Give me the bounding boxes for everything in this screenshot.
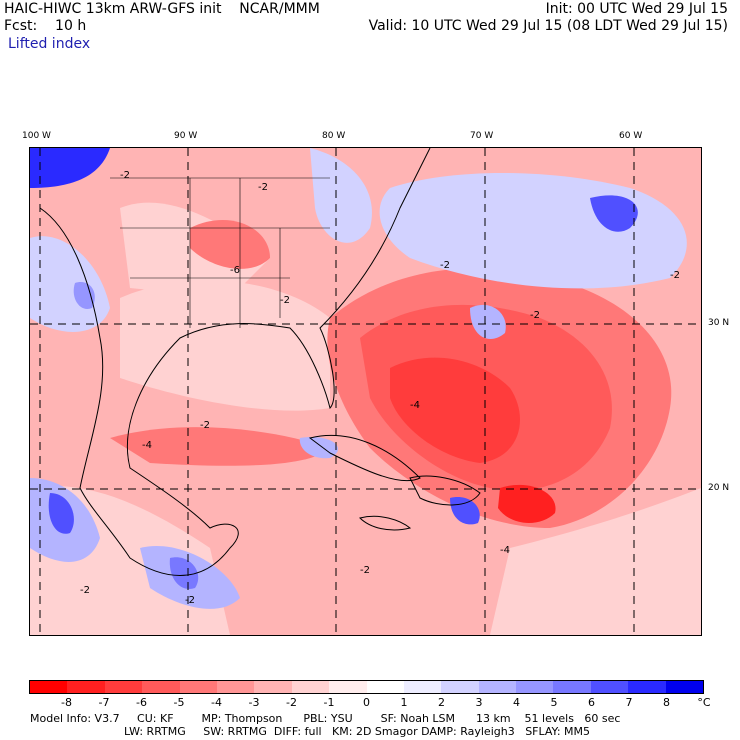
colorbar-tick-label: -7 [98,696,110,709]
contour-label: -2 [80,585,90,596]
colorbar-tick-label: 6 [588,696,595,709]
colorbar [29,680,704,694]
model-info-line1: Model Info: V3.7 CU: KF MP: Thompson PBL… [30,712,621,725]
contour-label: -2 [185,595,195,606]
colorbar-tick-label: 0 [363,696,370,709]
colorbar-tick-label: 7 [625,696,633,709]
colorbar-swatch [67,681,105,693]
colorbar-swatch [179,681,217,693]
field-name: Lifted index [8,36,91,52]
colorbar-swatch [142,681,180,693]
colorbar-tick-label: 3 [475,696,483,709]
valid-time: Valid: 10 UTC Wed 29 Jul 15 (08 LDT Wed … [368,18,728,34]
negative-lifted-index-core [110,219,672,528]
contour-label: -6 [230,265,240,276]
colorbar-tick-label: 2 [438,696,445,709]
colorbar-unit: °C [697,696,711,709]
colorbar-swatch [403,681,442,693]
init-time: Init: 00 UTC Wed 29 Jul 15 [545,1,728,17]
model-title: HAIC-HIWC 13km ARW-GFS init NCAR/MMM [4,1,320,17]
colorbar-tick-label: -6 [136,696,147,709]
contour-label: -2 [120,170,130,181]
contour-label: -2 [440,260,450,271]
colorbar-tick-label: 8 [663,696,670,709]
lat-label-30n: 30 N [708,318,730,328]
colorbar-tick-label: -8 [61,696,72,709]
colorbar-swatch [254,681,292,693]
colorbar-swatch [441,681,479,693]
political-borders [110,177,330,328]
colorbar-swatch [665,681,704,693]
lat-label-20n: 20 N [708,483,730,493]
contour-label: -4 [142,440,152,451]
colorbar-swatch [553,681,591,693]
lon-label-80w: 80 W [322,131,346,141]
contour-label: -2 [258,182,268,193]
colorbar-tick-label: -4 [211,696,222,709]
colorbar-swatch [104,681,143,693]
colorbar-tick-label: 4 [513,696,520,709]
colorbar-tick-label: -1 [323,696,335,709]
colorbar-swatch [291,681,330,693]
lon-label-100w: 100 W [22,131,51,141]
graticule [30,148,701,635]
contour-labels: -2 -2 -2 -2 -2 -2 -2 -4 -4 -4 -6 -2 -2 -… [80,170,680,606]
lifted-index-map: -2 -2 -2 -2 -2 -2 -2 -4 -4 -4 -6 -2 -2 -… [29,147,702,636]
positive-lifted-index-areas [30,148,687,609]
colorbar-swatch [628,681,666,693]
lon-label-60w: 60 W [619,131,643,141]
colorbar-tick-label: -3 [248,696,260,709]
model-info-line2: LW: RRTMG SW: RRTMG DIFF: full KM: 2D Sm… [124,725,590,738]
colorbar-swatch [216,681,255,693]
colorbar-swatch [329,681,367,693]
contour-label: -2 [200,420,210,431]
colorbar-tick-label: -5 [173,696,185,709]
colorbar-tick-label: 1 [400,696,408,709]
contour-label: -4 [410,400,420,411]
contour-label: -2 [670,270,680,281]
lon-label-70w: 70 W [470,131,494,141]
colorbar-swatch [516,681,554,693]
colorbar-tick-label: -2 [286,696,297,709]
contour-label: -2 [280,295,290,306]
contour-label: -2 [530,310,540,321]
contour-label: -2 [360,565,370,576]
colorbar-swatch [30,681,68,693]
map-svg: -2 -2 -2 -2 -2 -2 -2 -4 -4 -4 -6 -2 -2 -… [30,148,701,635]
forecast-hour: Fcst: 10 h [4,18,87,34]
contour-label: -4 [500,545,510,556]
colorbar-swatch [590,681,629,693]
coastlines [39,148,481,576]
colorbar-swatch [366,681,404,693]
colorbar-tick-label: 5 [550,696,558,709]
colorbar-swatch [478,681,517,693]
lon-label-90w: 90 W [174,131,198,141]
